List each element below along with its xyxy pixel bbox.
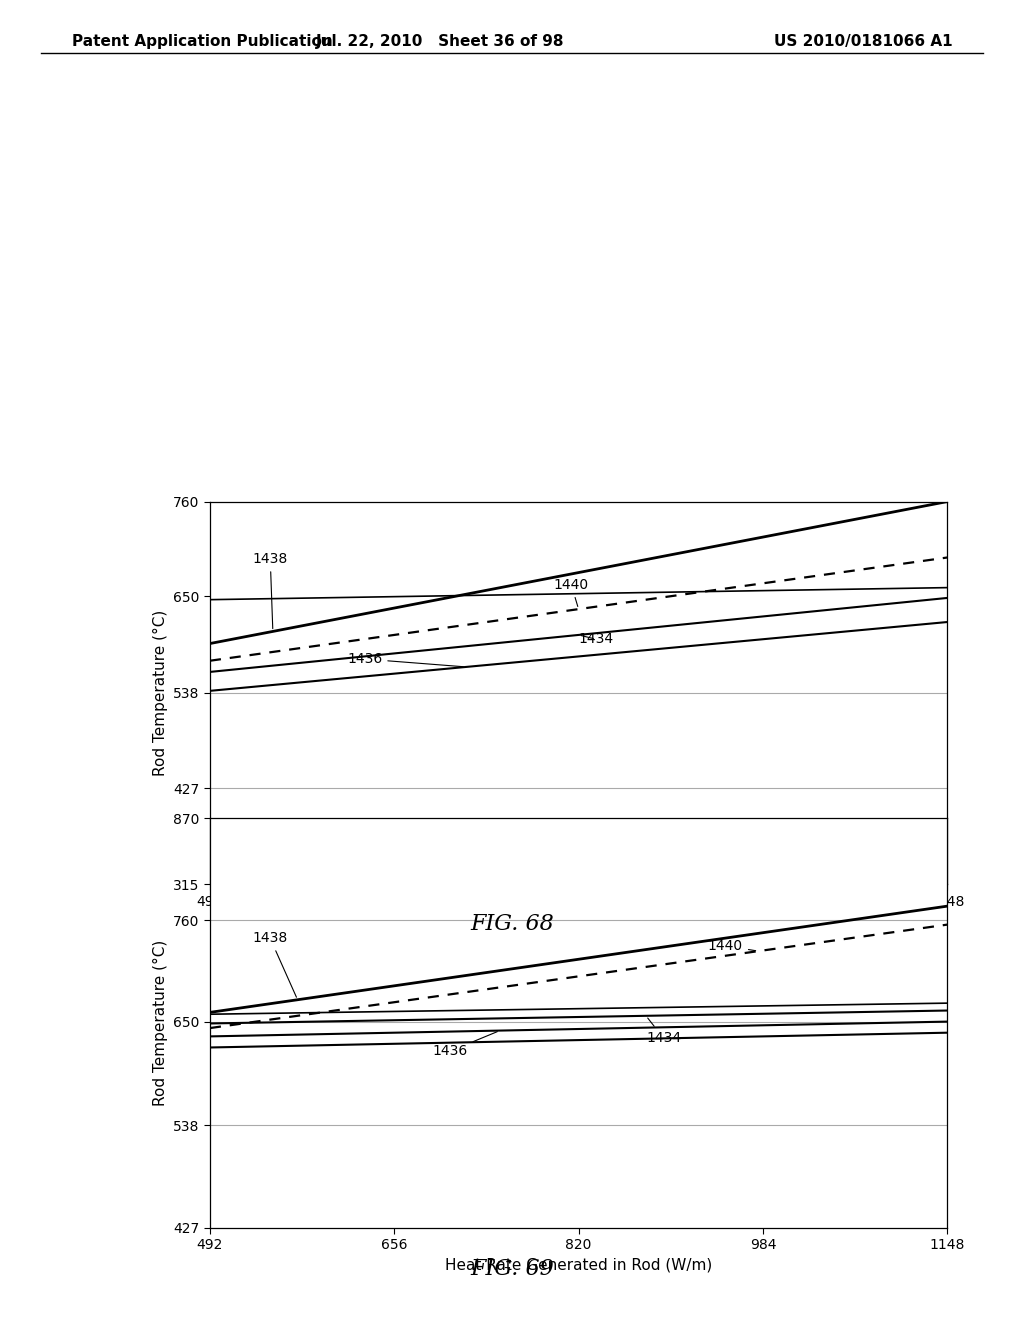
- Text: 1434: 1434: [579, 632, 613, 647]
- Y-axis label: Rod Temperature (°C): Rod Temperature (°C): [153, 610, 168, 776]
- Text: FIG. 68: FIG. 68: [470, 913, 554, 936]
- Text: Jul. 22, 2010   Sheet 36 of 98: Jul. 22, 2010 Sheet 36 of 98: [316, 34, 564, 49]
- Text: 1436: 1436: [347, 652, 464, 667]
- Text: FIG. 69: FIG. 69: [470, 1258, 554, 1280]
- Text: 1434: 1434: [646, 1018, 681, 1045]
- Text: 1440: 1440: [708, 939, 756, 953]
- Y-axis label: Rod Temperature (°C): Rod Temperature (°C): [153, 940, 168, 1106]
- X-axis label: Heat Rate Generated in Rod (W/m): Heat Rate Generated in Rod (W/m): [445, 1258, 712, 1272]
- Text: 1440: 1440: [554, 578, 589, 606]
- X-axis label: Heat Rate Generated in Rod (W/m): Heat Rate Generated in Rod (W/m): [445, 915, 712, 929]
- Text: Patent Application Publication: Patent Application Publication: [72, 34, 333, 49]
- Text: 1438: 1438: [253, 932, 297, 997]
- Text: 1436: 1436: [432, 1032, 498, 1059]
- Text: US 2010/0181066 A1: US 2010/0181066 A1: [774, 34, 952, 49]
- Text: 1438: 1438: [253, 552, 288, 628]
